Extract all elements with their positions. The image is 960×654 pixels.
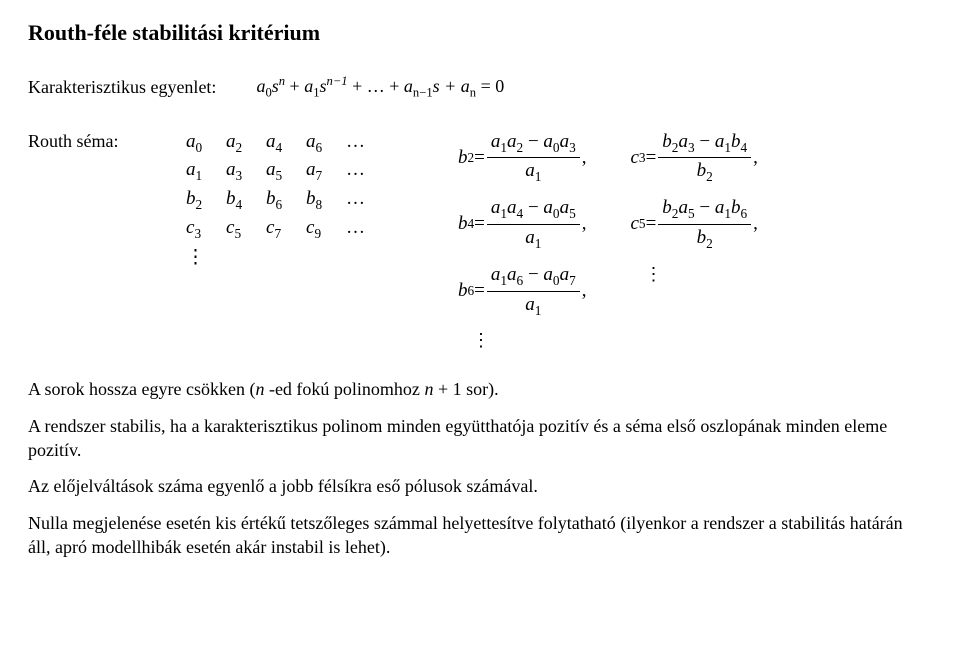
formula: b4 = a1a4 − a0a5a1 , xyxy=(458,197,586,252)
vdots: ⋮ xyxy=(186,246,386,269)
table-cell: b8 xyxy=(306,188,346,213)
table-cell: a7 xyxy=(306,159,346,184)
table-cell: a4 xyxy=(266,131,306,156)
table-cell: a2 xyxy=(226,131,266,156)
page-title: Routh-féle stabilitási kritérium xyxy=(28,20,932,46)
formulas-col-c: c3 = b2a3 − a1b4b2 , c5 = b2a5 − a1b6b2 ,… xyxy=(630,127,757,285)
table-row: b2b4b6b8… xyxy=(186,188,386,213)
table-row: a1a3a5a7… xyxy=(186,159,386,184)
formula: b2 = a1a2 − a0a3a1 , xyxy=(458,131,586,186)
table-row: c3c5c7c9… xyxy=(186,217,386,242)
ellipsis: … xyxy=(346,131,386,156)
table-cell: a5 xyxy=(266,159,306,184)
formula: c3 = b2a3 − a1b4b2 , xyxy=(630,131,757,186)
table-cell: a1 xyxy=(186,159,226,184)
paragraph-2: A rendszer stabilis, ha a karakterisztik… xyxy=(28,414,918,463)
scheme-row: Routh séma: a0a2a4a6…a1a3a5a7…b2b4b6b8…c… xyxy=(28,127,932,352)
paragraph-4: Nulla megjelenése esetén kis értékű tets… xyxy=(28,511,918,560)
table-cell: c9 xyxy=(306,217,346,242)
paragraph-3: Az előjelváltások száma egyenlő a jobb f… xyxy=(28,474,918,498)
scheme-label: Routh séma: xyxy=(28,127,176,152)
characteristic-equation: a0sn + a1sn−1 + … + an−1s + an = 0 xyxy=(256,74,504,101)
table-cell: b4 xyxy=(226,188,266,213)
table-cell: b6 xyxy=(266,188,306,213)
formulas-block: b2 = a1a2 − a0a3a1 , b4 = a1a4 − a0a5a1 ,… xyxy=(458,127,802,352)
routh-table: a0a2a4a6…a1a3a5a7…b2b4b6b8…c3c5c7c9…⋮ xyxy=(186,127,386,273)
vdots: ⋮ xyxy=(472,330,586,351)
ellipsis: … xyxy=(346,188,386,213)
characteristic-label: Karakterisztikus egyenlet: xyxy=(28,77,216,98)
table-cell: c7 xyxy=(266,217,306,242)
ellipsis: … xyxy=(346,217,386,242)
paragraph-1: A sorok hossza egyre csökken (n -ed fokú… xyxy=(28,377,918,401)
table-row: a0a2a4a6… xyxy=(186,131,386,156)
formulas-col-b: b2 = a1a2 − a0a3a1 , b4 = a1a4 − a0a5a1 ,… xyxy=(458,127,586,352)
table-cell: b2 xyxy=(186,188,226,213)
formula: b6 = a1a6 − a0a7a1 , xyxy=(458,264,586,319)
ellipsis: … xyxy=(346,159,386,184)
table-cell: c3 xyxy=(186,217,226,242)
formula: c5 = b2a5 − a1b6b2 , xyxy=(630,197,757,252)
table-cell: c5 xyxy=(226,217,266,242)
table-cell: a6 xyxy=(306,131,346,156)
vdots: ⋮ xyxy=(644,264,757,285)
table-cell: a0 xyxy=(186,131,226,156)
characteristic-row: Karakterisztikus egyenlet: a0sn + a1sn−1… xyxy=(28,74,932,101)
table-cell: a3 xyxy=(226,159,266,184)
